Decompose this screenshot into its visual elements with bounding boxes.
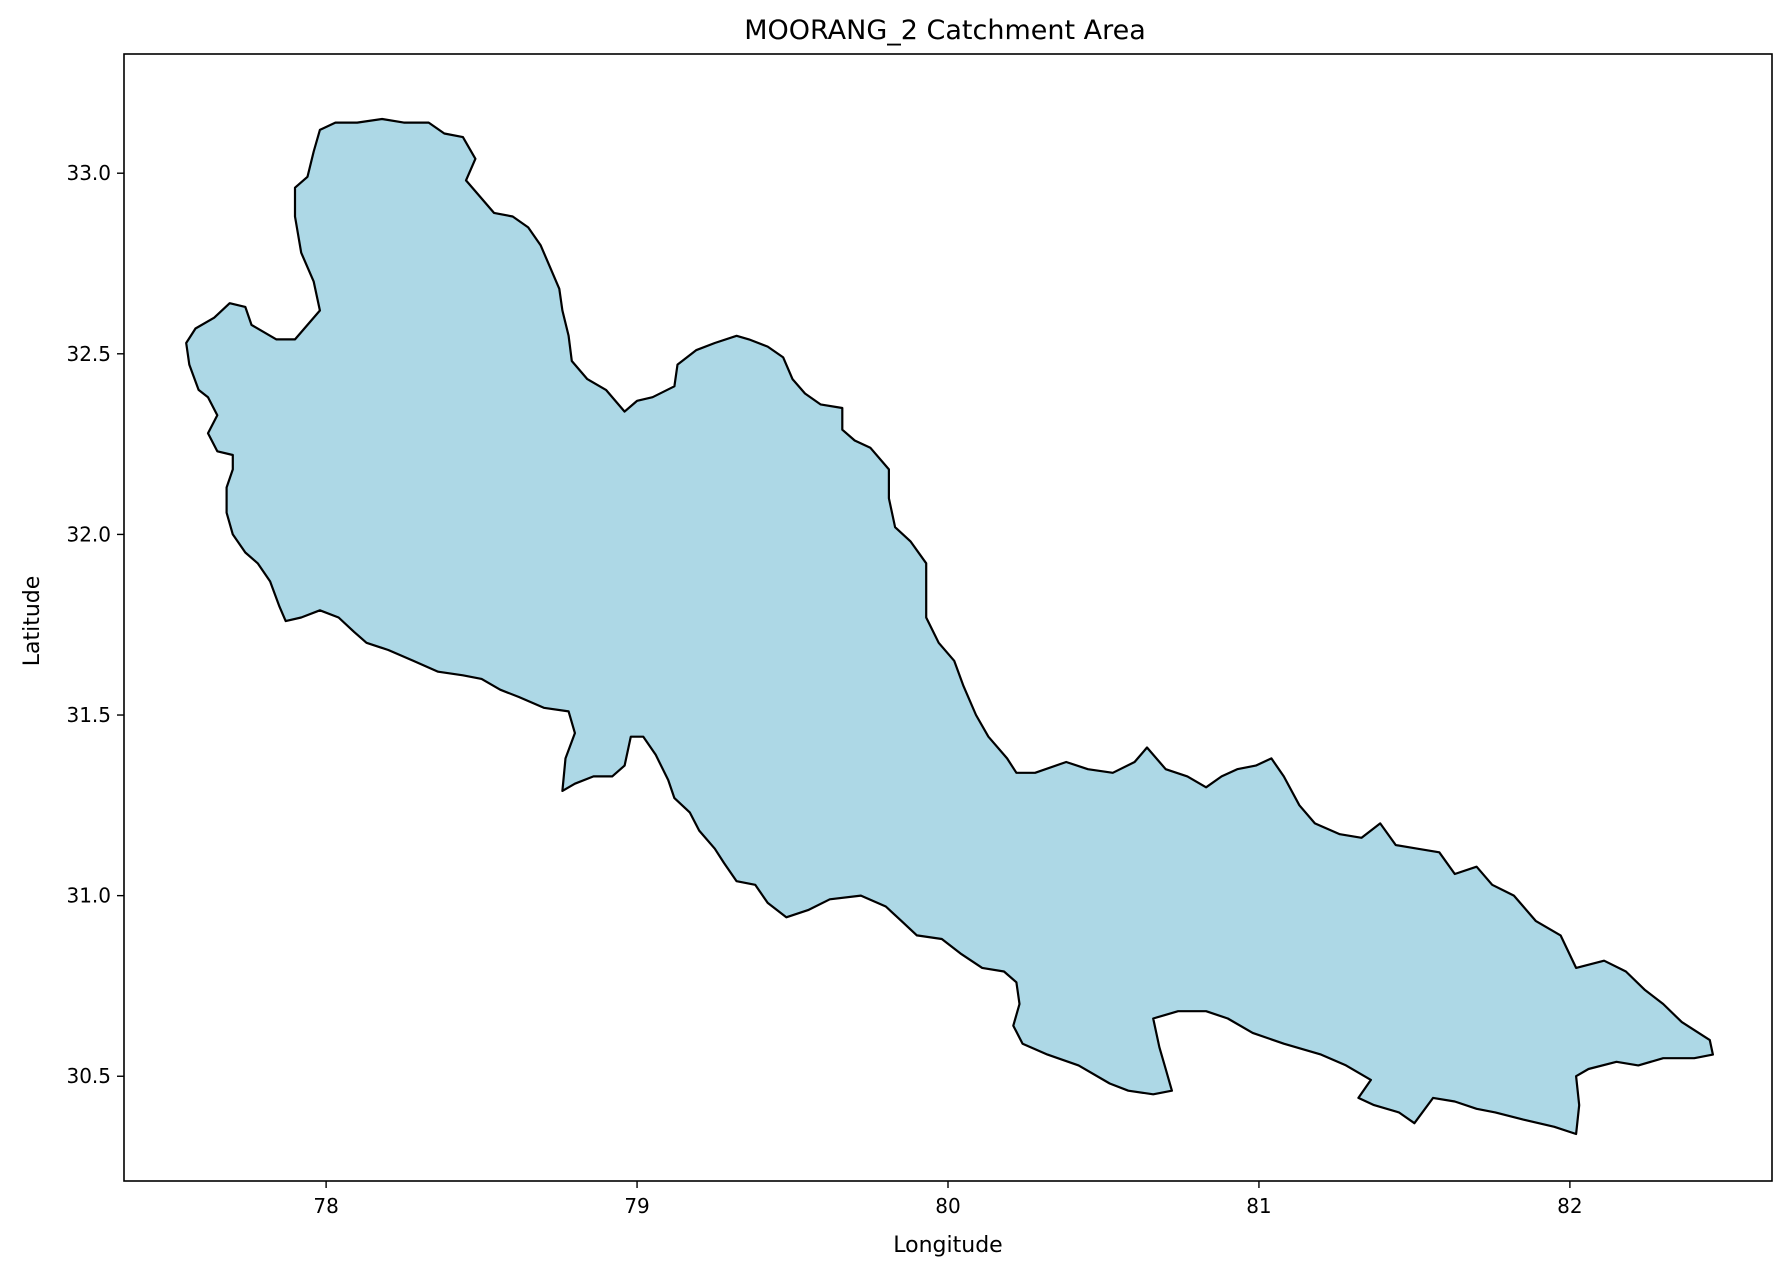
y-tick-label: 33.0 [66,161,111,185]
y-tick-label: 31.5 [66,703,111,727]
catchment-polygon [185,117,1714,1136]
y-tick-label: 32.5 [66,342,111,366]
y-tick-label: 30.5 [66,1064,111,1088]
x-tick-label: 79 [624,1194,649,1218]
y-axis-label: Latitude [20,576,45,667]
x-axis: 78 79 80 81 82 [313,1181,1583,1218]
x-tick-label: 82 [1557,1194,1582,1218]
x-axis-label: Longitude [893,1233,1002,1258]
chart-title: MOORANG_2 Catchment Area [744,15,1146,46]
x-tick-label: 81 [1246,1194,1271,1218]
y-tick-label: 31.0 [66,884,111,908]
x-tick-label: 78 [313,1194,338,1218]
x-tick-label: 80 [935,1194,960,1218]
y-tick-label: 32.0 [66,522,111,546]
y-axis: 30.5 31.0 31.5 32.0 32.5 33.0 [66,161,124,1088]
